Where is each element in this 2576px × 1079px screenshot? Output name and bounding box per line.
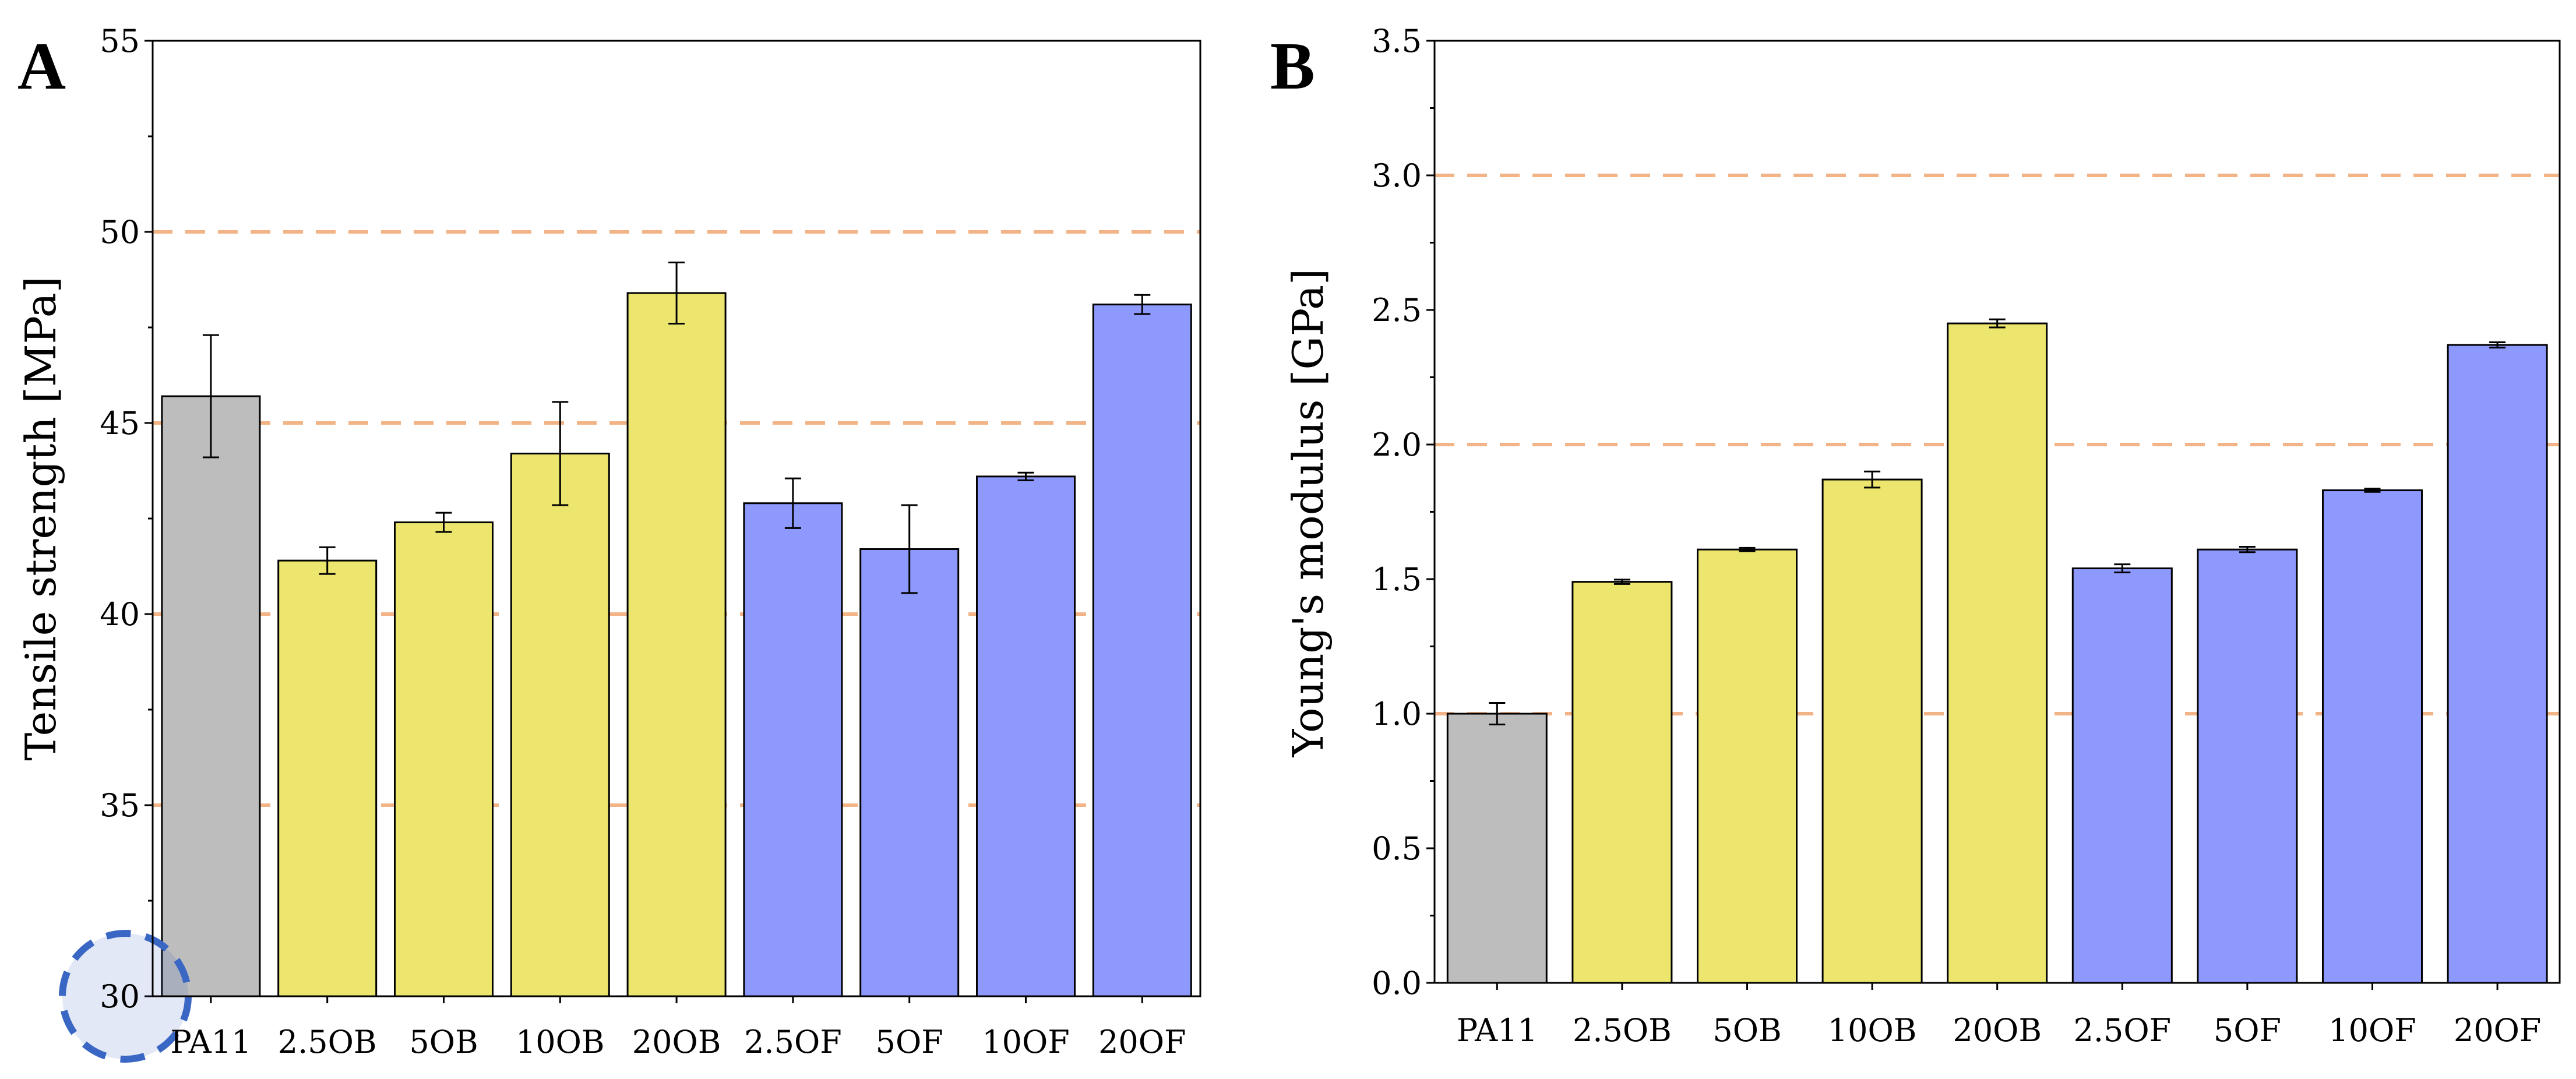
panel-a-bars (161, 292, 1192, 997)
error-bar-PA11 (1489, 702, 1506, 725)
error-bar-5OF (2239, 546, 2256, 553)
bar-10OB (1821, 478, 1923, 984)
error-bar-5OB (435, 512, 452, 533)
bar-20OB (1947, 322, 2048, 984)
panel-b-plot-frame (1433, 40, 2561, 984)
x-tick-label-2.5OB: 2.5OB (1573, 1012, 1672, 1049)
panel-b-error-bars (1489, 318, 2506, 725)
error-bar-2.5OB (1613, 579, 1630, 585)
x-tick-label-5OF: 5OF (876, 1024, 943, 1060)
bar-5OB (394, 521, 494, 997)
bar-20OF (1092, 304, 1192, 997)
error-bar-20OF (1134, 294, 1151, 315)
y-tick-label: 55 (100, 23, 140, 59)
bar-2.5OB (277, 559, 378, 997)
error-bar-10OF (2364, 488, 2381, 493)
x-tick-label-5OB: 5OB (1712, 1012, 1781, 1049)
y-tick-label: 35 (100, 787, 140, 824)
error-bar-2.5OF (2114, 563, 2131, 573)
error-bar-2.5OB (319, 546, 336, 575)
error-bar-PA11 (202, 334, 219, 459)
panel-a-x-axis-labels: PA11 2.5OB 5OB 10OB 20OB 2.5OF 5OF 10OF 20OF (170, 996, 1186, 1060)
y-tick-label: 40 (100, 596, 140, 633)
y-tick-label: 3.5 (1372, 23, 1422, 59)
panel-b-x-axis-labels: PA11 2.5OB 5OB 10OB 20OB 2.5OF 5OF 10OF 20OF (1457, 983, 2541, 1049)
x-tick-label-20OF: 20OF (2454, 1012, 2541, 1049)
bar-5OB (1697, 548, 1798, 984)
panel-b-letter: B (1270, 29, 1315, 103)
x-tick-label-5OF: 5OF (2214, 1012, 2281, 1049)
x-tick-label-20OF: 20OF (1098, 1024, 1186, 1060)
bar-20OB (626, 292, 727, 997)
error-bar-2.5OF (784, 477, 801, 529)
bar-10OB (510, 452, 610, 997)
panel-b-y-axis-title: Young's modulus [GPa] (1284, 269, 1333, 757)
panel-a-chart: A Tensile strength [MPa] 30 35 40 45 50 55 PA… (16, 23, 1201, 1063)
x-tick-label-20OB: 20OB (1953, 1012, 2042, 1049)
error-bar-10OB (1864, 470, 1881, 489)
bar-20OF (2447, 344, 2548, 984)
panel-a-error-bars (202, 261, 1151, 594)
y-tick-label: 30 (100, 978, 140, 1015)
y-tick-label: 0.0 (1372, 965, 1422, 1002)
bar-10OF (976, 475, 1076, 997)
error-bar-5OF (901, 504, 918, 594)
panel-a-letter: A (17, 29, 66, 103)
x-tick-label-2.5OF: 2.5OF (744, 1024, 842, 1060)
y-tick-label: 0.5 (1372, 830, 1422, 867)
bar-10OF (2322, 489, 2423, 984)
x-tick-label-2.5OF: 2.5OF (2073, 1012, 2171, 1049)
error-bar-5OB (1739, 546, 1756, 552)
bar-PA11 (161, 395, 261, 997)
error-bar-10OB (552, 401, 569, 506)
y-tick-label: 2.0 (1372, 426, 1422, 463)
panel-a-y-axis-title: Tensile strength [MPa] (16, 276, 65, 761)
error-bar-20OB (1989, 318, 2006, 329)
x-tick-label-PA11: PA11 (170, 1024, 251, 1060)
y-tick-label: 3.0 (1372, 157, 1422, 194)
x-tick-label-10OB: 10OB (1828, 1012, 1917, 1049)
y-tick-label: 1.5 (1372, 561, 1422, 598)
bar-PA11 (1446, 713, 1548, 984)
x-tick-label-2.5OB: 2.5OB (278, 1024, 377, 1060)
y-tick-label: 45 (100, 405, 140, 442)
error-bar-20OB (668, 261, 685, 325)
panel-b-bars (1446, 322, 2548, 984)
error-bar-20OF (2489, 341, 2506, 349)
bar-2.5OF (743, 502, 843, 997)
y-tick-label: 2.5 (1372, 292, 1422, 329)
panel-a-plot-frame (151, 40, 1201, 997)
x-tick-label-20OB: 20OB (632, 1024, 721, 1060)
y-tick-label: 50 (100, 214, 140, 251)
bar-2.5OB (1571, 581, 1673, 984)
bar-2.5OF (2071, 567, 2173, 984)
x-tick-label-10OF: 10OF (982, 1024, 1069, 1060)
bar-5OF (2197, 548, 2298, 984)
panel-b-chart: B Young's modulus [GPa] 0.0 0.5 1.0 1.5 2.0 2… (1270, 23, 2561, 1049)
x-tick-label-PA11: PA11 (1457, 1012, 1538, 1049)
error-bar-10OF (1017, 471, 1034, 481)
x-tick-label-10OB: 10OB (516, 1024, 605, 1060)
panel-b-y-axis-ticks: 0.0 0.5 1.0 1.5 2.0 2.5 3.0 3.5 (1372, 23, 1435, 1002)
x-tick-label-5OB: 5OB (409, 1024, 478, 1060)
bar-5OF (859, 548, 960, 997)
x-tick-label-10OF: 10OF (2328, 1012, 2416, 1049)
y-tick-label: 1.0 (1372, 696, 1422, 732)
